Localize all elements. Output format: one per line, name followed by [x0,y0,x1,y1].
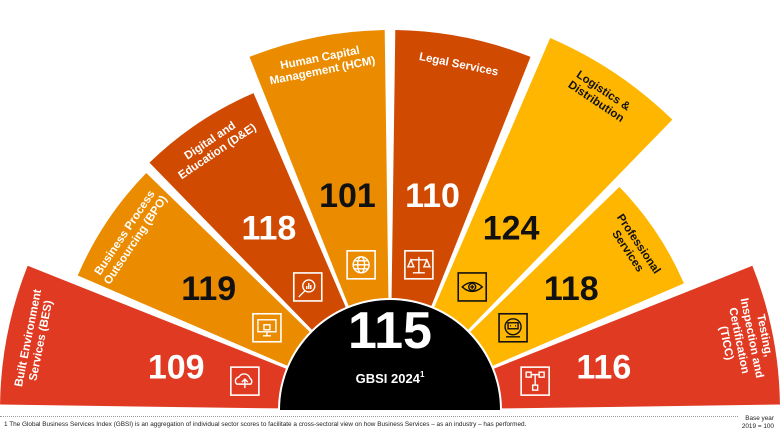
sector-value-label: 101 [319,177,376,215]
center-value: 115 [348,302,432,360]
sector-value-label: 118 [241,210,296,248]
center-label: GBSI 20241 [356,370,425,386]
sector-wedge [77,172,310,366]
globe-icon [346,250,376,280]
chart-center: 115 GBSI 20241 [280,300,500,410]
center-label-superscript: 1 [420,370,425,379]
sector-value-label: 110 [405,177,460,215]
search-chart-icon [292,272,323,302]
sector-value-label: 118 [544,270,599,308]
sector-wedge [391,30,531,306]
sector-wedge [494,265,780,409]
footnote: 1 The Global Business Services Index (GB… [4,421,527,428]
sector-wedge [149,93,346,330]
robot-icon [498,312,528,343]
cloud-upload-icon [230,366,260,396]
sector-value-label: 119 [181,270,236,308]
sector-wedge [249,30,389,306]
center-disc [280,300,500,410]
scales-icon [404,250,434,280]
sector-wedge [0,265,286,409]
flow-chart-icon [520,366,550,396]
sector-value-label: 124 [483,210,540,248]
sector-value-label: 116 [576,348,631,386]
chart-wedges [0,30,780,409]
secure-computer-icon [252,312,282,343]
sector-wedge [434,38,673,330]
chart-icons [230,250,550,396]
sector-wedge [470,186,684,366]
footnote-separator [0,416,738,417]
base-year-label: Base year [745,415,774,422]
base-year-value: 2019 = 100 [741,422,774,430]
eye-icon [457,272,488,302]
sector-value-label: 109 [148,348,205,386]
base-year-note: Base year 2019 = 100 [742,415,774,430]
